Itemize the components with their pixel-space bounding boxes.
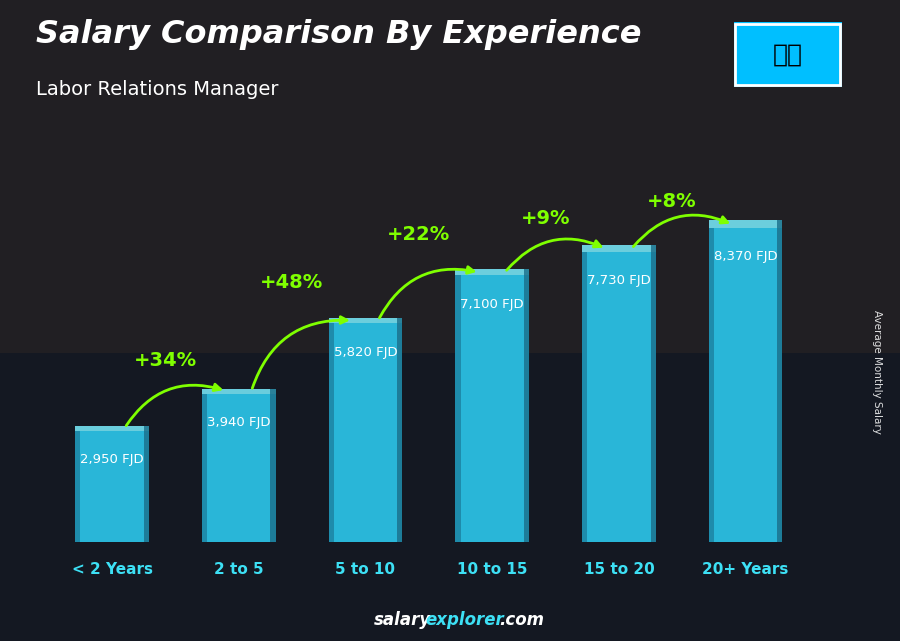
Text: +9%: +9%: [521, 208, 571, 228]
Text: 3,940 FJD: 3,940 FJD: [207, 417, 271, 429]
Polygon shape: [582, 252, 587, 542]
Text: +34%: +34%: [134, 351, 197, 370]
Text: +48%: +48%: [260, 272, 324, 292]
Text: Labor Relations Manager: Labor Relations Manager: [36, 80, 278, 99]
Text: .com: .com: [500, 611, 544, 629]
FancyBboxPatch shape: [202, 394, 275, 542]
Text: 7,100 FJD: 7,100 FJD: [461, 298, 524, 311]
FancyBboxPatch shape: [582, 252, 656, 542]
Text: 10 to 15: 10 to 15: [457, 562, 527, 577]
FancyBboxPatch shape: [328, 323, 402, 542]
FancyBboxPatch shape: [709, 228, 782, 542]
Polygon shape: [144, 426, 148, 542]
Polygon shape: [455, 269, 529, 276]
Polygon shape: [455, 276, 461, 542]
Text: 7,730 FJD: 7,730 FJD: [587, 274, 651, 287]
Text: salary: salary: [374, 611, 431, 629]
Polygon shape: [778, 220, 782, 542]
Polygon shape: [270, 389, 275, 542]
Text: 8,370 FJD: 8,370 FJD: [714, 250, 778, 263]
Bar: [0, 353, 900, 641]
Polygon shape: [651, 244, 656, 542]
Polygon shape: [76, 431, 80, 542]
Polygon shape: [76, 426, 148, 431]
Text: 2,950 FJD: 2,950 FJD: [80, 453, 144, 467]
Text: < 2 Years: < 2 Years: [71, 562, 152, 577]
Text: +8%: +8%: [647, 192, 697, 211]
Text: 20+ Years: 20+ Years: [702, 562, 788, 577]
Polygon shape: [328, 323, 334, 542]
Text: 2 to 5: 2 to 5: [214, 562, 264, 577]
Text: Salary Comparison By Experience: Salary Comparison By Experience: [36, 19, 642, 50]
Polygon shape: [328, 318, 402, 323]
Text: explorer: explorer: [426, 611, 504, 629]
Bar: [0, 0, 900, 353]
Text: 5 to 10: 5 to 10: [336, 562, 395, 577]
Text: +22%: +22%: [387, 224, 450, 244]
Text: 5,820 FJD: 5,820 FJD: [334, 346, 397, 359]
Polygon shape: [582, 244, 656, 252]
Polygon shape: [709, 228, 714, 542]
FancyBboxPatch shape: [455, 276, 529, 542]
FancyBboxPatch shape: [76, 431, 148, 542]
Polygon shape: [202, 389, 275, 394]
Polygon shape: [202, 394, 207, 542]
Text: Average Monthly Salary: Average Monthly Salary: [872, 310, 883, 434]
Text: 15 to 20: 15 to 20: [583, 562, 654, 577]
Polygon shape: [524, 269, 529, 542]
Polygon shape: [397, 318, 402, 542]
Text: 🇫🇯: 🇫🇯: [772, 42, 803, 67]
Polygon shape: [709, 220, 782, 228]
